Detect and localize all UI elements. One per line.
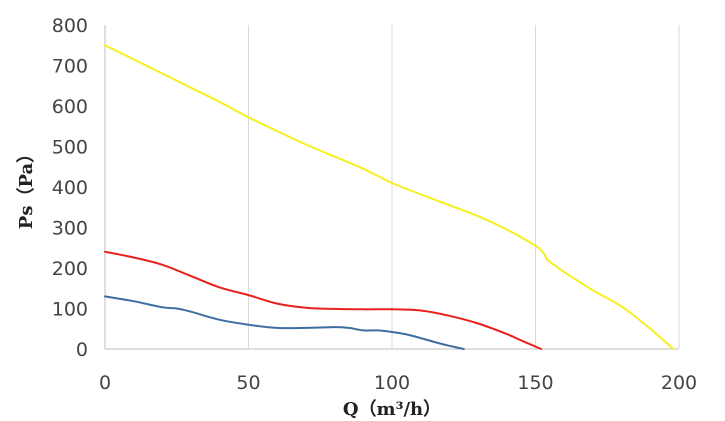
series-line-2 xyxy=(104,250,543,350)
y-tick-label: 100 xyxy=(52,299,88,321)
tick-labels: 0 100 200 300 400 500 600 700 800 0 50 100 150 200 xyxy=(52,15,697,394)
y-tick-label: 400 xyxy=(52,177,88,199)
x-tick-label: 0 xyxy=(99,372,111,394)
y-tick-label: 700 xyxy=(52,56,88,78)
grid-lines xyxy=(104,25,680,350)
y-tick-label: 200 xyxy=(52,258,88,280)
y-tick-label: 600 xyxy=(52,96,88,118)
y-tick-label: 300 xyxy=(52,218,88,240)
y-axis-title: Ps（Pa） xyxy=(16,145,37,229)
y-tick-label: 800 xyxy=(52,15,88,37)
x-tick-label: 150 xyxy=(517,372,553,394)
x-tick-label: 50 xyxy=(236,372,260,394)
x-tick-label: 200 xyxy=(661,372,697,394)
series-lines xyxy=(104,44,675,350)
x-tick-label: 100 xyxy=(374,372,410,394)
series-line-1 xyxy=(104,44,675,350)
y-tick-label: 0 xyxy=(76,339,88,361)
y-tick-label: 500 xyxy=(52,137,88,159)
x-axis-title: Q（m³/h） xyxy=(343,399,441,420)
series-line-3 xyxy=(104,295,465,350)
